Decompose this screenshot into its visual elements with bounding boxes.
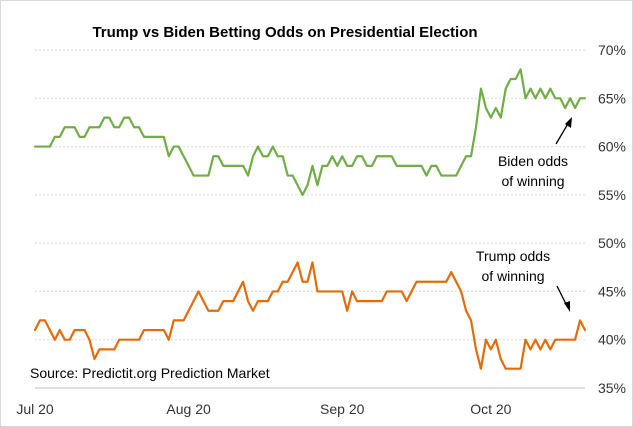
x-tick-label: Jul 20 — [16, 401, 54, 417]
biden-annotation-line1: Biden odds — [498, 153, 568, 169]
biden-annotation-line2: of winning — [501, 173, 564, 189]
y-tick-label: 55% — [598, 187, 626, 203]
x-tick-label: Sep 20 — [320, 401, 365, 417]
trump-annotation-line2: of winning — [481, 268, 544, 284]
x-tick-label: Oct 20 — [470, 401, 511, 417]
trump-annotation-line1: Trump odds — [476, 248, 550, 264]
y-tick-label: 70% — [598, 42, 626, 58]
y-tick-label: 60% — [598, 139, 626, 155]
y-tick-label: 35% — [598, 380, 626, 396]
y-tick-label: 50% — [598, 235, 626, 251]
biden-series-line — [33, 68, 587, 196]
y-tick-label: 65% — [598, 90, 626, 106]
y-tick-label: 40% — [598, 332, 626, 348]
annotations: Biden odds of winning Trump odds of winn… — [476, 117, 572, 312]
trump-series-line — [33, 261, 587, 370]
biden-annotation-arrow — [555, 117, 572, 145]
series-lines — [33, 68, 587, 370]
trump-annotation-arrow — [556, 285, 570, 312]
axes: 35% 40% 45% 50% 55% 60% 65% 70% Jul 20 Aug 20 Sep … — [16, 42, 626, 417]
x-tick-label: Aug 20 — [166, 401, 211, 417]
source-note: Source: Predictit.org Prediction Market — [30, 365, 270, 381]
y-tick-label: 45% — [598, 283, 626, 299]
chart-title: Trump vs Biden Betting Odds on President… — [92, 24, 477, 41]
